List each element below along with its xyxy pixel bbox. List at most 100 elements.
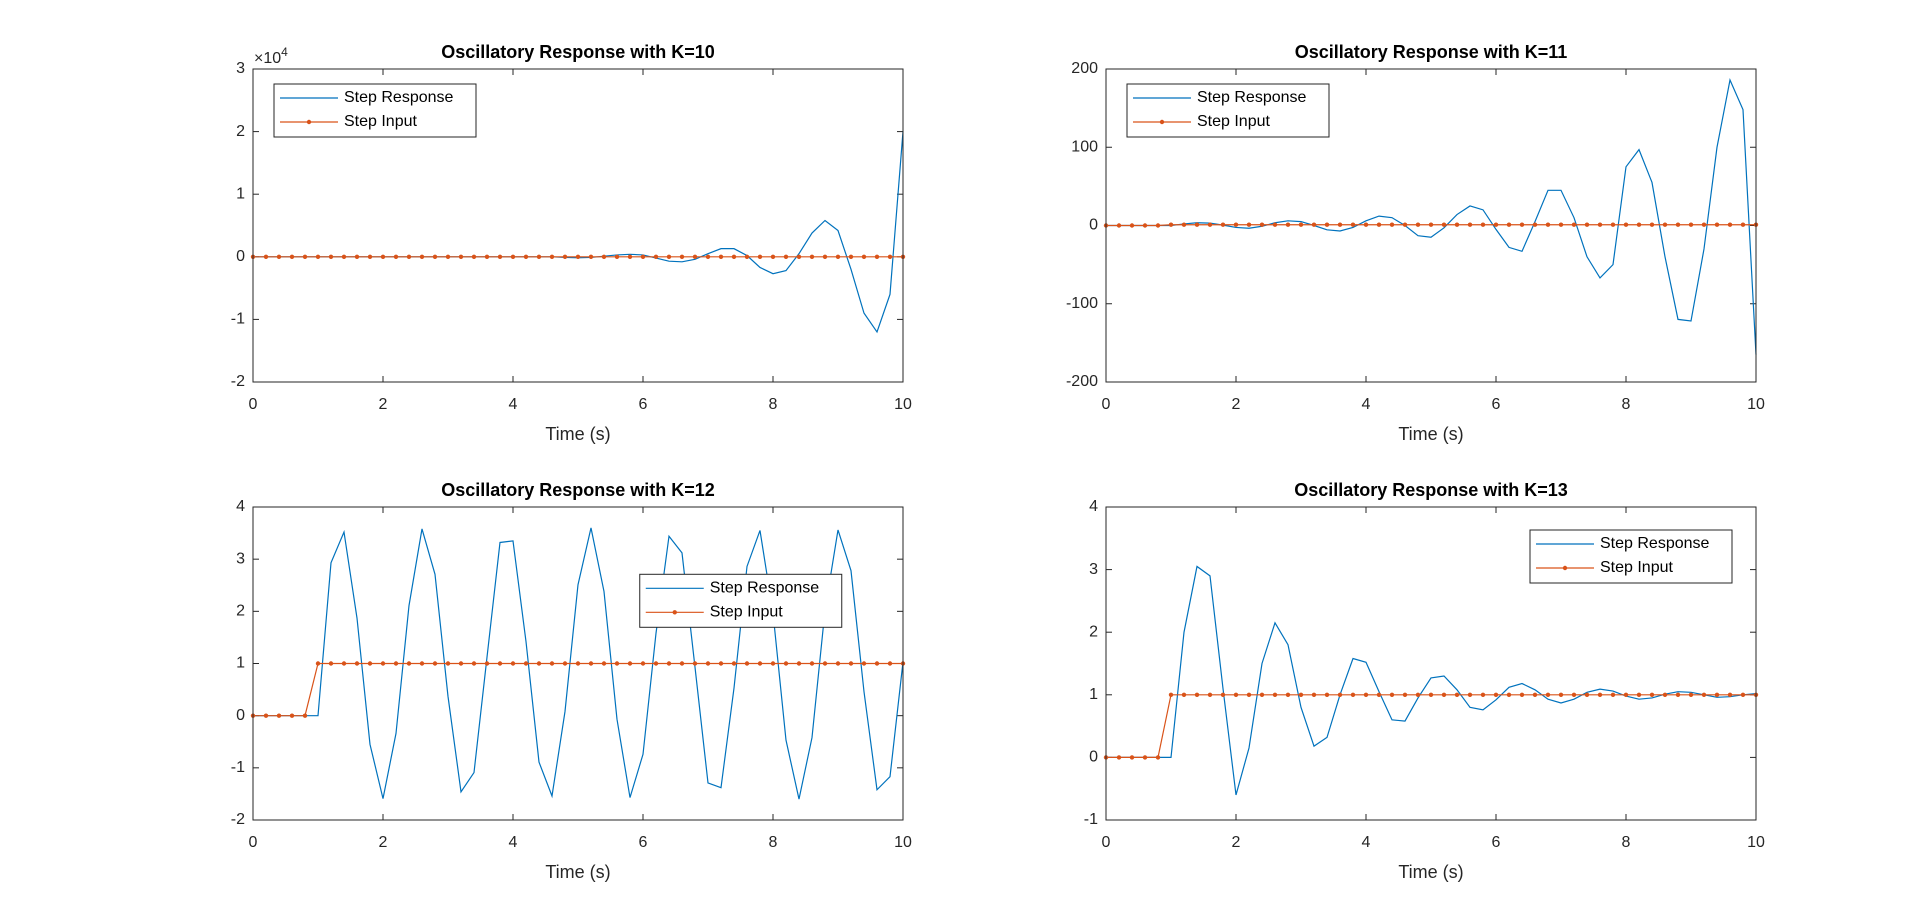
y-tick-label: 4 [236, 498, 245, 515]
y-tick-label: 3 [236, 60, 245, 77]
series-marker [1636, 222, 1642, 227]
series-marker [1662, 222, 1668, 227]
series-marker [1636, 692, 1642, 697]
series-marker [1337, 222, 1343, 227]
x-axis-label: Time (s) [545, 862, 610, 882]
series-marker [1519, 222, 1525, 227]
series-marker [1649, 692, 1655, 697]
series-marker [302, 713, 308, 718]
series-marker [1116, 223, 1122, 228]
series-marker [640, 254, 646, 259]
y-tick-label: 200 [1071, 60, 1098, 77]
legend-marker [1159, 119, 1165, 125]
chart-title: Oscillatory Response with K=10 [441, 42, 715, 62]
series-marker [510, 254, 516, 259]
series-marker [1246, 222, 1252, 227]
series-marker [445, 661, 451, 666]
y-tick-label: -1 [231, 759, 245, 776]
series-marker [1532, 222, 1538, 227]
legend-marker [1562, 565, 1568, 571]
x-tick-label: 10 [894, 396, 912, 413]
series-marker [757, 661, 763, 666]
series-marker [497, 661, 503, 666]
series-marker [1454, 222, 1460, 227]
x-tick-label: 4 [509, 834, 518, 851]
legend-label: Step Response [1197, 89, 1307, 106]
series-marker [458, 254, 464, 259]
series-marker [1688, 222, 1694, 227]
series-marker [692, 661, 698, 666]
series-marker [1558, 692, 1564, 697]
series-marker [1597, 222, 1603, 227]
series-marker [1558, 222, 1564, 227]
x-tick-label: 10 [1747, 396, 1765, 413]
series-marker [1220, 692, 1226, 697]
series-marker [367, 254, 373, 259]
y-tick-label: 1 [236, 655, 245, 672]
series-marker [1181, 692, 1187, 697]
series-marker [497, 254, 503, 259]
axes-box [252, 68, 904, 383]
legend-marker [306, 119, 312, 125]
series-marker [575, 661, 581, 666]
y-tick-label: -200 [1066, 373, 1098, 390]
x-tick-label: 0 [1102, 834, 1111, 851]
axes-box [1105, 68, 1757, 383]
series-marker [692, 254, 698, 259]
series-marker [666, 661, 672, 666]
x-tick-label: 6 [639, 396, 648, 413]
series-marker [445, 254, 451, 259]
series-marker [796, 661, 802, 666]
series-marker [1350, 222, 1356, 227]
series-marker [1493, 692, 1499, 697]
series-marker [874, 661, 880, 666]
x-tick-label: 10 [1747, 834, 1765, 851]
y-tick-label: 0 [1089, 749, 1098, 766]
series-marker [1285, 222, 1291, 227]
series-marker [1480, 222, 1486, 227]
y-tick-label: -2 [231, 373, 245, 390]
series-marker [822, 254, 828, 259]
series-marker [1142, 755, 1148, 760]
series-marker [1727, 222, 1733, 227]
series-marker [1259, 222, 1265, 227]
legend-label: Step Response [1600, 535, 1710, 552]
series-marker [1415, 222, 1421, 227]
series-marker [354, 661, 360, 666]
x-tick-label: 0 [249, 396, 258, 413]
series-marker [471, 661, 477, 666]
series-marker [419, 254, 425, 259]
series-marker [1688, 692, 1694, 697]
series-marker [1415, 692, 1421, 697]
series-marker [484, 661, 490, 666]
series-marker [328, 254, 334, 259]
series-marker [484, 254, 490, 259]
series-marker [523, 254, 529, 259]
y-multiplier-base: ×10 [254, 50, 281, 67]
series-marker [757, 254, 763, 259]
series-marker [1259, 692, 1265, 697]
y-tick-label: 0 [236, 248, 245, 265]
legend-label: Step Response [710, 580, 820, 597]
series-marker [809, 661, 815, 666]
series-marker [653, 661, 659, 666]
series-marker [1584, 222, 1590, 227]
series-marker [1220, 222, 1226, 227]
series-marker [822, 661, 828, 666]
series-marker [549, 661, 555, 666]
series-marker [783, 661, 789, 666]
series-marker [1376, 692, 1382, 697]
series-marker [289, 713, 295, 718]
series-marker [770, 254, 776, 259]
series-marker [523, 661, 529, 666]
series-marker [601, 254, 607, 259]
series-marker [1233, 692, 1239, 697]
series-marker [1389, 222, 1395, 227]
series-marker [1727, 692, 1733, 697]
series-marker [835, 661, 841, 666]
series-marker [627, 254, 633, 259]
series-marker [1519, 692, 1525, 697]
series-marker [1207, 222, 1213, 227]
